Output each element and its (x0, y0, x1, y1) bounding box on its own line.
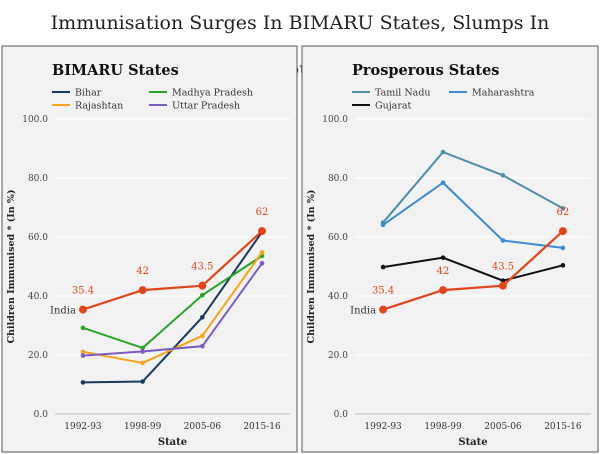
point-india (498, 281, 507, 290)
x-tick-label: 2015-16 (243, 422, 281, 432)
x-tick-label: 2005-06 (184, 422, 222, 432)
x-tick-label: 2005-06 (484, 422, 522, 432)
point-india (379, 305, 388, 314)
point-india (558, 227, 567, 236)
y-tick-label: 60.0 (328, 233, 348, 243)
x-axis-label: State (458, 437, 487, 448)
data-label-india: 43.5 (191, 262, 213, 273)
legend-label-bihar: Bihar (75, 88, 102, 99)
point-bihar (140, 379, 145, 384)
legend-label-uttar_pradesh: Uttar Pradesh (172, 101, 240, 112)
legend-label-maharashtra: Maharashtra (472, 88, 535, 99)
y-tick-label: 80.0 (28, 174, 48, 184)
data-label-india: 35.4 (372, 286, 394, 297)
data-label-india: 42 (136, 266, 149, 277)
y-tick-label: 40.0 (328, 292, 348, 302)
x-tick-label: 1992-93 (64, 422, 102, 432)
series-line-uttar_pradesh (82, 262, 263, 357)
point-madhya_pradesh (80, 325, 86, 331)
point-maharashtra (560, 245, 566, 251)
legend-label-madhya_pradesh: Madhya Pradesh (172, 88, 253, 99)
data-label-india: 35.4 (72, 286, 94, 297)
point-india (78, 305, 87, 314)
point-gujarat (380, 264, 386, 270)
point-rajasthan (200, 333, 205, 339)
series-line-india (382, 230, 564, 311)
data-label-india: 43.5 (492, 262, 514, 273)
y-tick-label: 80.0 (328, 174, 348, 184)
series-line-tamil_nadu (382, 150, 564, 224)
point-gujarat (560, 263, 566, 268)
series-label-india: India (350, 306, 376, 317)
y-tick-label: 40.0 (28, 292, 48, 302)
point-rajasthan (80, 349, 86, 355)
y-tick-label: 20.0 (28, 351, 48, 361)
point-gujarat (440, 255, 446, 260)
legend-label-rajasthan: Rajashtan (75, 101, 123, 112)
point-bihar (80, 380, 86, 385)
point-uttar_pradesh (259, 260, 265, 266)
point-maharashtra (440, 180, 446, 186)
x-tick-label: 2015-16 (544, 422, 582, 432)
data-label-india: 62 (557, 207, 570, 218)
point-uttar_pradesh (140, 349, 145, 354)
x-tick-label: 1998-99 (124, 422, 162, 432)
series-label-india: India (50, 306, 76, 317)
point-india (138, 286, 147, 295)
chart-panel-prosperous: 0.0 20.0 40.0 60.0 80.0 100.0 1992-93 1998-99 20… (301, 45, 599, 453)
point-tamil_nadu (500, 173, 506, 178)
y-tick-label: 100.0 (322, 115, 348, 125)
chart-title: Prosperous States (352, 62, 499, 79)
point-tamil_nadu (560, 206, 566, 211)
point-maharashtra (380, 222, 386, 228)
x-tick-label: 1992-93 (364, 422, 402, 432)
series-line-gujarat (382, 256, 564, 282)
point-rajasthan (140, 360, 145, 366)
y-tick-label: 60.0 (28, 233, 48, 243)
y-tick-label: 0.0 (34, 410, 49, 420)
y-tick-label: 20.0 (328, 351, 348, 361)
point-gujarat (500, 278, 506, 283)
point-tamil_nadu (440, 149, 446, 155)
series-line-maharashtra (382, 181, 564, 249)
point-madhya_pradesh (200, 292, 205, 298)
point-india (198, 281, 207, 290)
point-maharashtra (500, 238, 506, 243)
legend-label-tamil_nadu: Tamil Nadu (375, 88, 431, 99)
series-line-india (82, 230, 263, 311)
y-axis-label: Children Immunised * (In %) (6, 190, 17, 344)
legend-label-gujarat: Gujarat (375, 101, 412, 112)
chart-title: BIMARU States (52, 62, 179, 79)
x-tick-label: 1998-99 (424, 422, 462, 432)
x-axis-label: State (158, 437, 187, 448)
panel-frame (301, 45, 599, 453)
panel-frame (1, 45, 298, 453)
point-bihar (200, 314, 205, 320)
data-label-india: 62 (256, 207, 269, 218)
point-madhya_pradesh (140, 345, 145, 351)
point-uttar_pradesh (200, 343, 205, 349)
data-label-india: 42 (437, 266, 450, 277)
point-rajasthan (259, 250, 265, 255)
y-axis-label: Children Immunised * (In %) (306, 190, 317, 344)
y-tick-label: 100.0 (22, 115, 48, 125)
series-line-madhya_pradesh (82, 255, 263, 350)
point-uttar_pradesh (80, 353, 86, 358)
y-tick-label: 0.0 (334, 410, 349, 420)
point-india (439, 286, 448, 295)
point-india (258, 227, 267, 236)
chart-panel-bimaru: 0.0 20.0 40.0 60.0 80.0 100.0 1992-93 1998-99 20… (1, 45, 298, 453)
